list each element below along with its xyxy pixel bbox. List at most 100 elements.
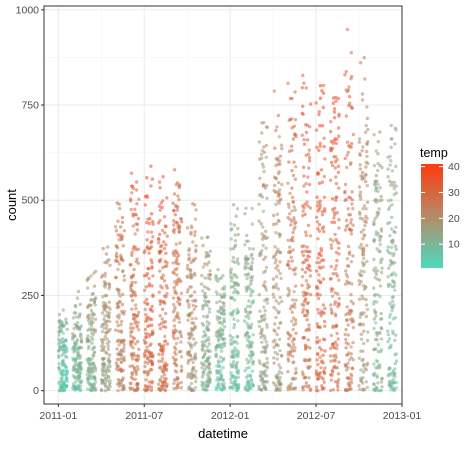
data-point	[308, 234, 313, 238]
data-point	[121, 292, 125, 296]
data-point	[235, 260, 240, 264]
data-point	[300, 275, 305, 279]
data-point	[233, 288, 237, 292]
data-point	[142, 370, 146, 374]
data-point	[364, 165, 368, 169]
data-point	[372, 220, 376, 224]
data-point	[374, 189, 378, 193]
data-point	[222, 295, 227, 299]
data-point	[144, 331, 148, 336]
data-point	[99, 324, 104, 329]
data-point	[303, 212, 307, 217]
data-point	[143, 360, 147, 364]
data-point	[121, 244, 126, 248]
data-point	[179, 364, 184, 369]
data-point	[332, 358, 336, 362]
data-point	[316, 325, 320, 329]
data-point	[236, 319, 240, 323]
data-point	[348, 312, 352, 316]
data-point	[334, 99, 338, 103]
data-point	[105, 261, 109, 265]
data-point	[219, 349, 224, 353]
data-point	[280, 146, 284, 151]
data-point	[323, 207, 327, 211]
data-point	[358, 61, 363, 65]
data-point	[88, 362, 92, 367]
data-point	[102, 283, 107, 287]
data-point	[265, 196, 269, 200]
data-point	[189, 293, 194, 298]
data-point	[373, 216, 377, 221]
data-point	[392, 229, 396, 234]
data-point	[358, 387, 362, 392]
data-point	[301, 307, 306, 312]
data-point	[207, 374, 211, 379]
data-point	[201, 370, 206, 375]
data-point	[243, 307, 248, 311]
data-point	[71, 356, 75, 360]
data-point	[345, 305, 349, 309]
data-point	[251, 362, 255, 366]
data-point	[265, 361, 270, 365]
data-point	[235, 311, 239, 316]
data-point	[305, 200, 309, 204]
data-point	[372, 317, 376, 321]
data-point	[332, 366, 336, 370]
data-point	[158, 249, 163, 253]
data-point	[101, 362, 105, 366]
data-point	[219, 311, 224, 316]
data-point	[90, 316, 95, 321]
data-point	[317, 265, 321, 269]
data-point	[394, 164, 398, 169]
data-point	[337, 278, 341, 282]
data-point	[387, 372, 391, 377]
data-point	[376, 343, 381, 347]
data-point	[147, 221, 152, 226]
data-point	[294, 370, 298, 374]
data-point	[376, 182, 380, 187]
data-point	[372, 362, 376, 366]
data-point	[194, 304, 198, 309]
data-point	[305, 190, 309, 194]
data-point	[162, 240, 166, 244]
data-point	[307, 255, 311, 259]
x-tick-label: 2011-01	[39, 410, 77, 422]
data-point	[373, 293, 377, 297]
data-point	[74, 315, 79, 319]
data-point	[171, 329, 175, 333]
data-point	[200, 236, 204, 240]
data-point	[332, 216, 336, 220]
data-point	[349, 299, 353, 303]
data-point	[165, 234, 169, 238]
data-point	[264, 155, 268, 159]
data-point	[336, 126, 341, 130]
data-point	[372, 164, 377, 168]
data-point	[192, 271, 197, 276]
data-point	[78, 366, 82, 370]
data-point	[301, 385, 305, 389]
data-point	[300, 86, 304, 90]
data-point	[376, 350, 380, 354]
data-point	[372, 257, 376, 262]
data-point	[357, 282, 362, 286]
data-point	[57, 366, 61, 371]
data-point	[145, 238, 149, 242]
data-point	[288, 266, 292, 270]
data-point	[116, 219, 120, 223]
data-point	[232, 223, 237, 227]
data-point	[366, 127, 370, 132]
data-point	[175, 280, 180, 285]
data-point	[231, 363, 235, 367]
data-point	[134, 315, 138, 320]
data-point	[306, 385, 310, 389]
data-point	[306, 301, 310, 305]
data-point	[118, 352, 123, 357]
data-point	[200, 366, 204, 370]
data-point	[259, 370, 263, 374]
data-point	[179, 355, 184, 359]
data-point	[319, 249, 323, 253]
data-point	[389, 227, 394, 231]
data-point	[92, 346, 96, 350]
legend-title: temp	[420, 146, 448, 160]
data-point	[147, 284, 151, 288]
